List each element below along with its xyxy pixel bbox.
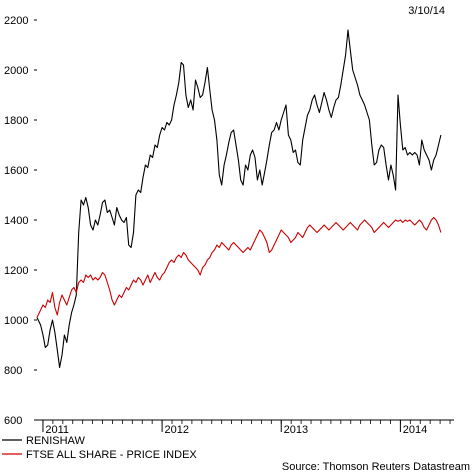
x-tick-label: 2011	[45, 424, 69, 436]
y-tick-label: 2200	[4, 15, 28, 27]
y-tick-label: 1600	[4, 165, 28, 177]
y-tick-label: 1800	[4, 115, 28, 127]
y-tick-label: 1000	[4, 315, 28, 327]
legend: RENISHAW FTSE ALL SHARE - PRICE INDEX	[2, 435, 197, 461]
x-axis: 2011 2012 2013 2014	[37, 419, 454, 436]
y-tick-label: 800	[4, 365, 22, 377]
y-tick-label: 600	[4, 415, 22, 427]
x-tick-label: 2012	[164, 424, 188, 436]
source-note: Source: Thomson Reuters Datastream	[282, 461, 470, 473]
x-tick-label: 2013	[284, 424, 308, 436]
legend-label: RENISHAW	[26, 435, 85, 447]
legend-label: FTSE ALL SHARE - PRICE INDEX	[26, 449, 197, 461]
y-tick-label: 2000	[4, 65, 28, 77]
series-group	[36, 29, 442, 369]
y-tick-label: 1200	[4, 265, 28, 277]
y-axis: 600 800 1000 1200 1400 1600 1800 2000 2200	[4, 15, 37, 427]
series-line-2	[36, 216, 442, 318]
series-line-1	[36, 29, 442, 369]
y-tick-label: 1400	[4, 215, 28, 227]
chart-date: 3/10/14	[408, 5, 445, 17]
x-tick-label: 2014	[403, 424, 427, 436]
